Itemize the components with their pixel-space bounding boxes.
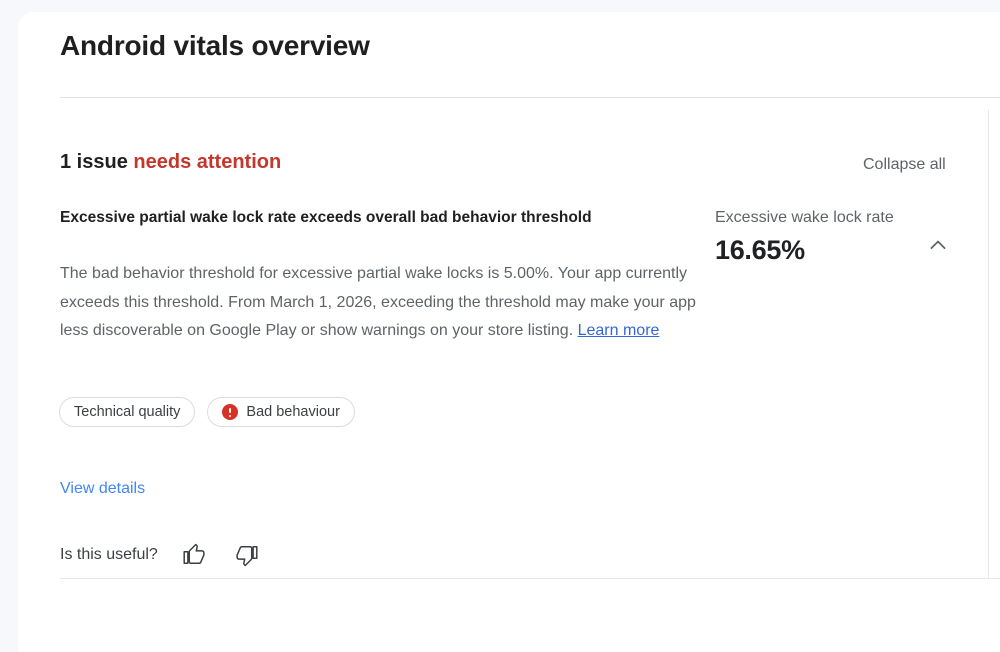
- android-vitals-card: Android vitals overview 1 issue needs at…: [18, 12, 1000, 652]
- issue-title: Excessive partial wake lock rate exceeds…: [60, 209, 592, 226]
- feedback-row: Is this useful?: [60, 540, 264, 570]
- right-rail-divider: [988, 110, 989, 578]
- chevron-up-icon: [926, 233, 950, 257]
- page-title: Android vitals overview: [60, 30, 370, 61]
- metric-block: Excessive wake lock rate 16.65%: [715, 204, 895, 266]
- issue-summary: 1 issue needs attention: [60, 151, 281, 174]
- header-divider: [60, 97, 1000, 98]
- chip-label: Bad behaviour: [246, 404, 340, 420]
- error-circle-icon: [222, 404, 239, 420]
- chip-label: Technical quality: [74, 404, 181, 420]
- view-details-link[interactable]: View details: [60, 480, 146, 497]
- issue-description: The bad behavior threshold for excessive…: [60, 260, 715, 346]
- metric-value: 16.65%: [715, 235, 805, 265]
- feedback-question: Is this useful?: [60, 546, 158, 563]
- collapse-issue-button[interactable]: [915, 222, 961, 268]
- issue-count-label: 1 issue: [60, 151, 128, 173]
- issue-description-text: The bad behavior threshold for excessive…: [60, 265, 696, 339]
- chip-bad-behaviour[interactable]: Bad behaviour: [207, 397, 355, 427]
- thumb-up-icon: [182, 543, 206, 567]
- chip-technical-quality[interactable]: Technical quality: [59, 397, 196, 427]
- metric-label: Excessive wake lock rate: [715, 209, 894, 226]
- thumb-down-icon: [235, 543, 259, 567]
- issue-status-label: needs attention: [133, 151, 282, 173]
- issue-bottom-divider: [60, 578, 1000, 579]
- collapse-all-button[interactable]: Collapse all: [863, 156, 946, 173]
- thumb-down-button[interactable]: [230, 540, 264, 570]
- learn-more-link[interactable]: Learn more: [577, 322, 660, 339]
- page-root: Android vitals overview 1 issue needs at…: [59, 30, 1000, 579]
- issue-tags: Technical quality Bad behaviour: [59, 397, 355, 427]
- thumb-up-button[interactable]: [177, 540, 211, 570]
